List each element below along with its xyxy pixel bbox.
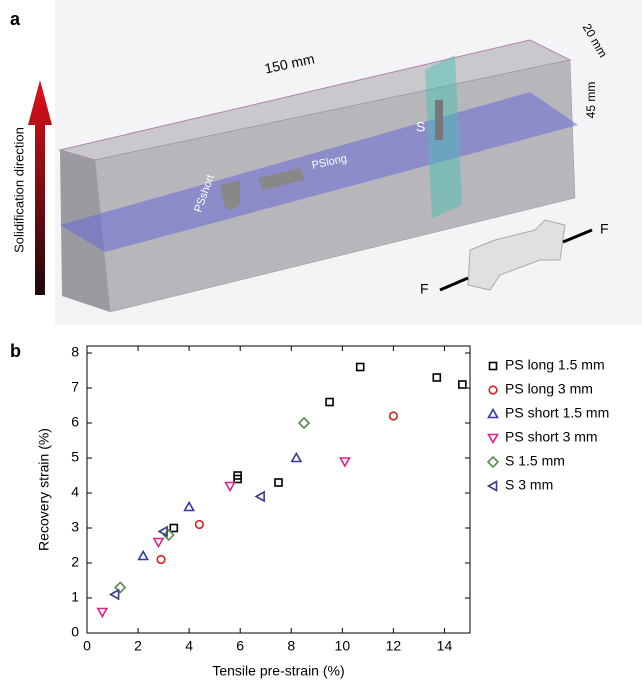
plot-frame: [86, 345, 471, 634]
force-arrow: [562, 228, 593, 244]
direction-label: Solidification direction: [11, 127, 26, 253]
data-point: [96, 607, 109, 619]
force-label: F: [600, 221, 609, 237]
x-tick-label: 14: [437, 638, 453, 654]
solidification-arrow: [28, 80, 52, 295]
dimension-label: 45 mm: [584, 82, 598, 119]
data-point: [388, 411, 399, 421]
data-point: [224, 481, 236, 493]
data-point: [355, 362, 365, 372]
y-tick-label: 3: [71, 519, 79, 535]
specimen: [258, 168, 305, 190]
y-axis-label: Recovery strain (%): [36, 428, 52, 551]
x-tick-label: 10: [335, 638, 351, 654]
force-arrow: [439, 276, 469, 292]
legend-label: PS long 1.5 mm: [505, 357, 605, 373]
specimen: [435, 100, 443, 140]
data-point: [297, 416, 311, 430]
legend-label: S 3 mm: [505, 477, 553, 493]
legend-marker: [488, 385, 498, 395]
legend-label: PS short 1.5 mm: [505, 405, 609, 421]
x-tick-label: 0: [83, 638, 91, 654]
x-axis-label: Tensile pre-strain (%): [212, 663, 344, 679]
legend-label: PS long 3 mm: [505, 381, 593, 397]
dogbone: [467, 219, 566, 291]
data-point: [162, 528, 175, 542]
specimen: [220, 180, 240, 210]
x-tick-label: 8: [287, 638, 295, 654]
data-point: [157, 525, 168, 538]
legend-label: PS short 3 mm: [505, 429, 598, 445]
y-tick-label: 7: [71, 379, 79, 395]
legend-marker: [487, 433, 499, 445]
data-point: [114, 581, 127, 594]
legend-marker: [486, 480, 498, 492]
panel-label: b: [10, 341, 21, 361]
x-tick-label: 12: [386, 638, 402, 654]
cut-plane: [425, 55, 462, 218]
y-tick-label: 6: [71, 414, 79, 430]
x-tick-label: 6: [236, 638, 244, 654]
force-label: F: [420, 281, 429, 297]
data-point: [156, 554, 166, 565]
data-point: [108, 588, 120, 601]
data-point: [233, 474, 242, 484]
data-point: [274, 478, 283, 487]
specimen-label: S: [416, 119, 425, 135]
legend-marker: [488, 361, 498, 371]
data-point: [152, 537, 165, 549]
y-tick-label: 8: [71, 344, 79, 360]
y-tick-label: 2: [71, 554, 79, 570]
legend-marker: [487, 407, 499, 419]
legend-label: S 1.5 mm: [505, 453, 565, 469]
x-tick-label: 4: [185, 638, 193, 654]
data-point: [137, 549, 150, 561]
panel-label: a: [10, 9, 21, 29]
y-tick-label: 1: [71, 589, 79, 605]
y-tick-label: 0: [71, 624, 79, 640]
data-point: [183, 500, 196, 512]
data-point: [290, 451, 303, 463]
data-point: [325, 397, 334, 407]
y-tick-label: 4: [71, 484, 79, 500]
data-point: [339, 457, 351, 468]
legend-marker: [486, 455, 500, 469]
data-point: [194, 519, 204, 530]
x-tick-label: 2: [134, 638, 142, 654]
blue-plane: [60, 92, 578, 252]
data-point: [169, 523, 179, 533]
data-point: [432, 373, 442, 382]
data-point: [458, 380, 467, 389]
y-tick-label: 5: [71, 449, 79, 465]
data-point: [254, 490, 265, 503]
illustration: a 150 mm 20 mm 45 mm S PSlong PSshort So…: [10, 0, 642, 325]
